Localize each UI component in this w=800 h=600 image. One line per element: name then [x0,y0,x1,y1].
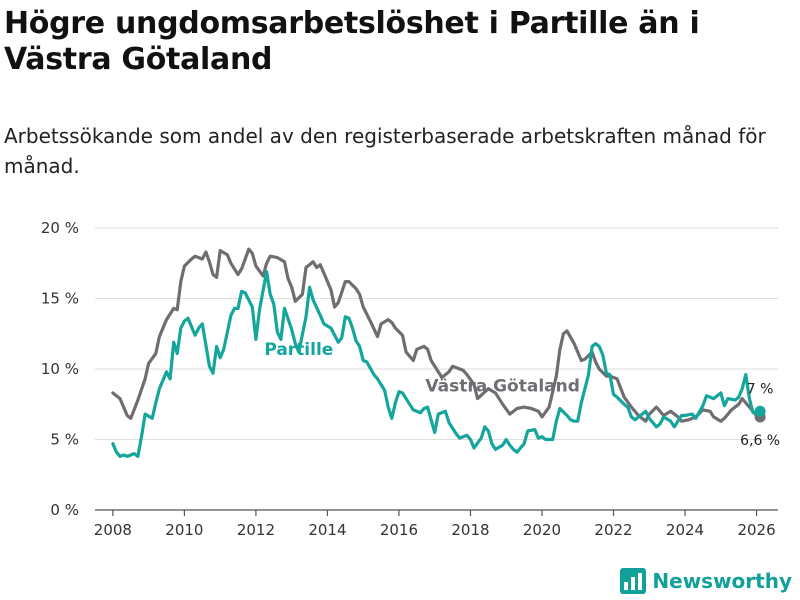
line-chart: 0 %5 %10 %15 %20 % 2008 2010 2012 2014 2016 2… [41,219,780,539]
series-lines [111,247,762,458]
end-value-label-partille: 7 % [747,381,774,397]
x-tick-label: 2008 [94,521,132,539]
y-tick-label: 10 % [41,360,79,378]
x-tick-label: 2016 [380,521,418,539]
chart-subtitle: Arbetssökande som andel av den registerb… [4,124,766,178]
series-label-vastra-gotaland: Västra Götaland [425,377,580,397]
x-tick-label: 2018 [451,521,489,539]
end-value-label-vastra-gotaland: 6,6 % [740,433,780,449]
x-tick-label: 2012 [237,521,275,539]
chart-title: Högre ungdomsarbetslöshet i Partille än … [4,6,700,77]
series-line-partille [111,270,762,458]
end-point-partille [754,405,766,417]
x-tick-label: 2020 [523,521,561,539]
x-tick-label: 2014 [308,521,346,539]
newsworthy-logo: Newsworthy [620,568,792,594]
x-tick-label: 2022 [594,521,632,539]
x-tick-label: 2026 [737,521,775,539]
y-tick-label: 5 % [50,431,79,449]
y-tick-label: 15 % [41,290,79,308]
series-labels: Västra Götaland Partille 6,6 % 7 % [264,340,780,449]
x-tick-label: 2024 [666,521,704,539]
x-tick-label: 2010 [165,521,203,539]
y-axis: 0 % 5 % 10 % 15 % 20 % [41,219,79,519]
grid-lines [95,227,778,440]
bar-chart-icon [620,568,647,594]
y-tick-label: 20 % [41,219,79,237]
y-tick-label: 0 % [50,501,79,519]
series-label-partille: Partille [264,340,333,360]
brand-name: Newsworthy [652,569,792,593]
x-axis: 2008 2010 2012 2014 2016 2018 2020 2022 2024 2026 [94,509,778,539]
series-line-vastra-gotaland [111,247,762,423]
